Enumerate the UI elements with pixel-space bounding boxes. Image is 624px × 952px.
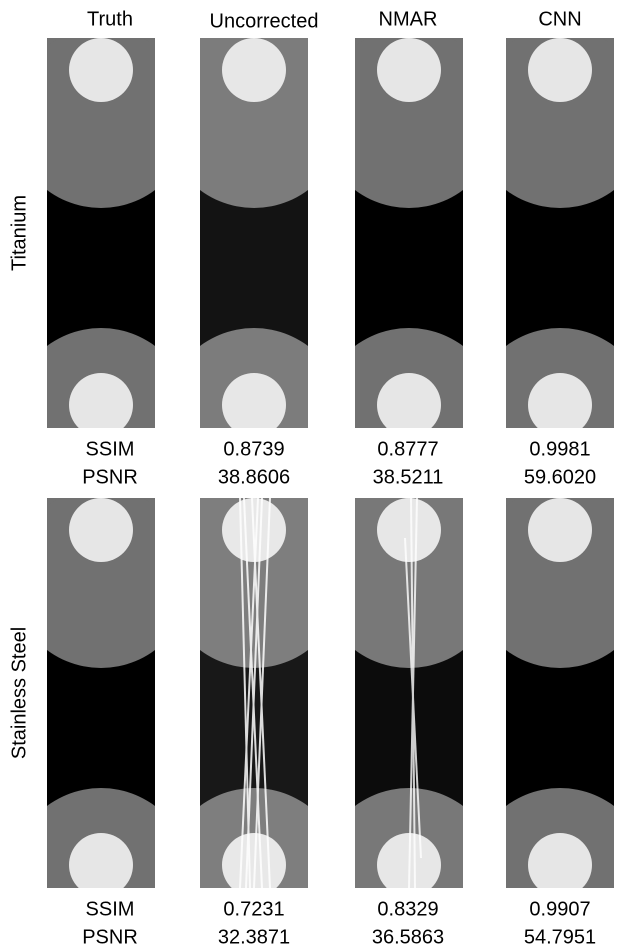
column-header: CNN — [538, 8, 581, 30]
metric-value: 38.8606 — [218, 466, 290, 488]
row-stainless-steel: Stainless Steel SSIM 0.7231 0.8329 0.990… — [8, 488, 624, 952]
metric-value: 0.9907 — [529, 898, 590, 920]
column-headers: Truth Uncorrected NMAR CNN — [87, 8, 582, 32]
image-panel — [319, 28, 499, 508]
figure: Truth Uncorrected NMAR CNN Titanium SSIM… — [0, 0, 624, 952]
metric-value: 54.7951 — [524, 926, 596, 948]
image-panel — [470, 488, 624, 952]
metric-value: 32.3871 — [218, 926, 290, 948]
column-header: Truth — [87, 8, 133, 30]
row-label: Titanium — [8, 195, 30, 271]
metric-value: 0.7231 — [223, 898, 284, 920]
metric-name: SSIM — [86, 438, 135, 460]
metric-value: 38.5211 — [373, 466, 444, 488]
metric-name: PSNR — [82, 466, 138, 488]
metric-value: 0.9981 — [529, 438, 590, 460]
image-panel — [470, 28, 624, 508]
metric-name: PSNR — [82, 926, 138, 948]
column-header: Uncorrected — [210, 10, 319, 32]
row-label: Stainless Steel — [8, 627, 30, 759]
metric-value: 0.8777 — [377, 438, 438, 460]
metric-value: 36.5863 — [372, 926, 444, 948]
metric-value: 0.8739 — [223, 438, 284, 460]
image-panel — [11, 488, 191, 952]
metric-value: 59.6020 — [524, 466, 596, 488]
metric-value: 0.8329 — [377, 898, 438, 920]
column-header: NMAR — [379, 8, 438, 30]
row-titanium: Titanium SSIM 0.8739 0.8777 0.9981 PSNR … — [8, 28, 624, 508]
image-panel — [11, 28, 191, 508]
metric-name: SSIM — [86, 898, 135, 920]
image-panel — [164, 28, 344, 508]
